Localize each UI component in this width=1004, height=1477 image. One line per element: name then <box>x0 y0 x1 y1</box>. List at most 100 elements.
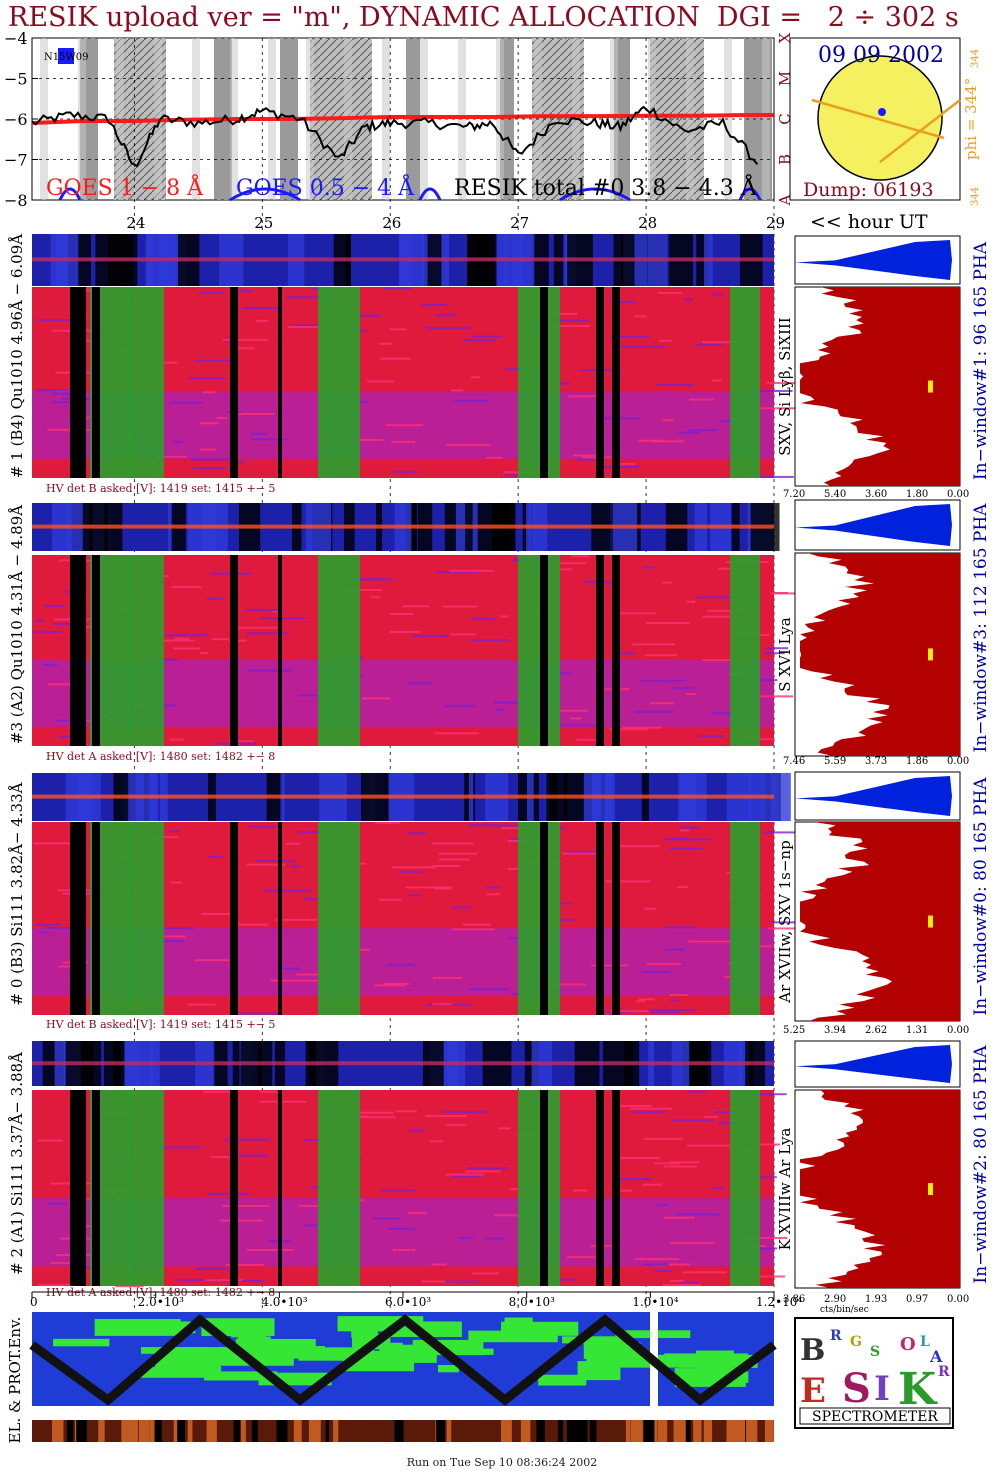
spectrogram-row <box>554 918 574 921</box>
spectrogram-row <box>210 1156 239 1159</box>
spectrogram-gap <box>596 822 604 1015</box>
spectrogram-row <box>641 970 671 973</box>
spectrogram-row <box>657 1204 669 1207</box>
spectrogram-row <box>656 384 694 387</box>
spectrogram-row <box>451 928 495 931</box>
spectrogram-row <box>679 829 690 832</box>
spectrogram-row <box>470 617 496 620</box>
spectrogram-row <box>245 609 282 612</box>
spectrogram-row <box>431 865 461 868</box>
spectrogram-gap <box>92 287 100 478</box>
spectrogram-row <box>636 1000 645 1003</box>
particle-strip-segment <box>333 1420 339 1442</box>
spectrogram-row <box>471 376 481 379</box>
spectrogram-row <box>226 1263 264 1266</box>
spectrogram-row <box>431 1263 447 1266</box>
spectrogram-row <box>432 842 474 845</box>
spectrogram-gap <box>92 1090 100 1286</box>
particle-strip-segment <box>276 1420 285 1442</box>
particle-strip-segment <box>589 1420 597 1442</box>
spectrogram-row <box>386 963 416 966</box>
bottom-axis-tick-label: 2.0•10³ <box>138 1295 184 1309</box>
spectrogram-row <box>222 1204 270 1207</box>
spectrogram-row <box>470 335 503 338</box>
spectrogram-row <box>770 592 801 595</box>
particle-strip-segment <box>751 1420 758 1442</box>
logo-letter: R <box>830 1328 842 1344</box>
spectrogram-row <box>467 1167 508 1170</box>
spectrogram-row <box>115 1285 144 1288</box>
spectrogram-row <box>297 694 337 697</box>
spectrogram-row <box>374 984 405 987</box>
spectrogram-row <box>246 1249 294 1252</box>
spectrogram-row <box>688 940 732 943</box>
spectrogram-row <box>507 868 528 871</box>
spectrogram-row <box>714 1111 737 1114</box>
spectrogram-green-column <box>318 822 360 1015</box>
spectrogram-row <box>192 467 227 470</box>
spectrogram-row <box>200 448 216 451</box>
spectrogram-row <box>48 1202 68 1205</box>
spectrogram-row <box>614 1178 651 1181</box>
spectrogram-green-column <box>128 555 164 746</box>
spectrogram-row <box>670 999 679 1002</box>
logo-letter: S <box>870 1344 880 1360</box>
spectrogram-row <box>552 562 587 565</box>
spectrogram-row <box>618 1156 660 1159</box>
spectrogram-row <box>612 652 636 655</box>
particle-strip-segment <box>293 1420 302 1442</box>
spectrogram-row <box>711 379 722 382</box>
spectrogram-row <box>425 327 471 330</box>
spectrogram-row <box>165 634 208 637</box>
particle-strip-segment <box>746 1420 754 1442</box>
spectrogram-row <box>255 859 294 862</box>
spectrogram-row <box>654 1162 680 1165</box>
spectrogram-row <box>379 342 393 345</box>
spectrogram-row <box>251 438 288 441</box>
particle-strip-segment <box>726 1420 736 1442</box>
spectrogram-row <box>772 921 802 924</box>
corner-marker <box>58 48 74 64</box>
goes-y-tick-label: −8 <box>4 191 28 210</box>
spectrogram-row <box>605 880 651 883</box>
spectrogram-green-column <box>730 555 760 746</box>
spectrogram-gap <box>612 287 620 478</box>
detector-label: # 2 (A1) Si111 3.37Å− 3.88Å <box>8 1052 26 1275</box>
strip-line <box>32 524 774 529</box>
spectrogram-row <box>610 301 637 304</box>
spectrogram-row <box>393 470 417 473</box>
spectrogram-row <box>296 973 334 976</box>
profile-tick-label: 3.60 <box>865 489 887 500</box>
spectrogram-row <box>406 682 434 685</box>
environment-belt <box>504 1317 533 1337</box>
spectrogram-row <box>168 830 180 833</box>
spectrogram-row <box>246 632 289 635</box>
spectrogram-row <box>451 389 464 392</box>
run-timestamp: Run on Tue Sep 10 08:36:24 2002 <box>406 1456 598 1469</box>
spectrogram-row <box>763 831 801 834</box>
environment-belt <box>204 1371 278 1381</box>
spectrogram-row <box>486 893 501 896</box>
spectrogram-row <box>432 976 462 979</box>
profile-tick-label: 1.93 <box>865 1294 887 1305</box>
spectrogram-row <box>630 1107 673 1110</box>
spectrogram-gap <box>278 287 282 478</box>
environment-belt <box>583 1342 641 1359</box>
spectrogram-row <box>444 705 476 708</box>
spectrogram-row <box>263 889 311 892</box>
particle-strip-segment <box>644 1420 655 1442</box>
spectrogram-green-column <box>518 287 560 478</box>
spectrogram-row <box>169 738 184 741</box>
profile-tick-label: 7.46 <box>783 756 805 767</box>
spectrogram-row <box>702 659 734 662</box>
spectrogram-row <box>151 658 178 661</box>
spectrogram-row <box>670 1161 700 1164</box>
bottom-axis-tick-label: 6.0•10³ <box>385 1295 431 1309</box>
spectral-profile <box>800 553 960 756</box>
spectrogram-row <box>697 596 737 599</box>
spectrogram-row <box>645 621 690 624</box>
spectrogram-row <box>297 831 331 834</box>
spectrogram-row <box>237 413 275 416</box>
spectrogram-row <box>237 923 269 926</box>
